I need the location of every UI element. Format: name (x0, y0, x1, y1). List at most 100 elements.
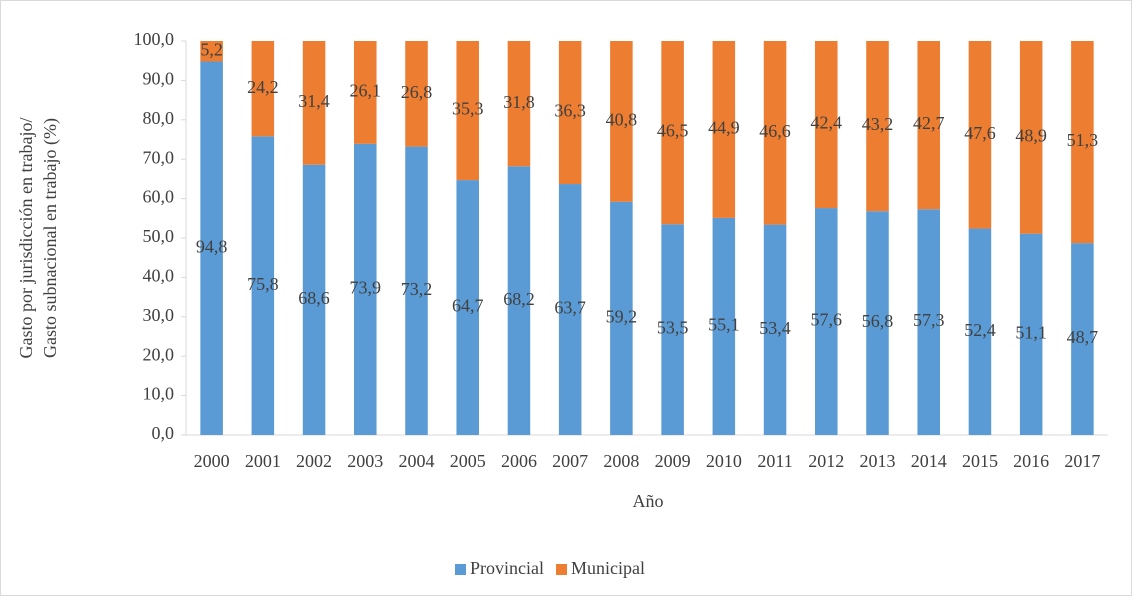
bar-segment (302, 41, 326, 165)
data-label: 26,8 (401, 82, 433, 102)
x-axis-label: Año (633, 491, 664, 511)
y-tick-label: 90,0 (143, 69, 175, 89)
x-tick-label: 2003 (347, 451, 383, 471)
x-tick-label: 2014 (911, 451, 947, 471)
data-label: 42,7 (913, 113, 945, 133)
y-tick-label: 80,0 (143, 108, 175, 128)
data-label: 73,9 (350, 278, 382, 298)
data-label: 59,2 (606, 307, 638, 327)
y-tick-label: 100,0 (134, 29, 175, 49)
y-tick-label: 20,0 (143, 344, 175, 364)
bar-segment (507, 41, 531, 167)
data-label: 43,2 (862, 114, 894, 134)
data-label: 75,8 (247, 274, 279, 294)
data-label: 26,1 (350, 81, 382, 101)
bar-segment (251, 136, 275, 435)
x-tick-label: 2010 (706, 451, 742, 471)
x-tick-label: 2007 (552, 451, 588, 471)
bar-segment (763, 41, 787, 225)
bar-segment (405, 41, 428, 147)
bar-segment (200, 41, 223, 62)
data-label: 31,4 (298, 91, 330, 111)
bar-segment (1071, 41, 1094, 244)
bar-segment (507, 166, 531, 436)
data-label: 51,1 (1015, 322, 1047, 342)
bar-segment (661, 224, 684, 435)
y-tick-label: 40,0 (143, 266, 175, 286)
bar-segment (610, 201, 633, 435)
data-label: 57,6 (811, 310, 843, 330)
y-tick-label: 60,0 (143, 187, 175, 207)
bar-segment (1071, 243, 1094, 435)
y-axis-label: Gasto subnacional en trabajo (%) (40, 118, 61, 358)
x-tick-label: 2009 (655, 451, 691, 471)
x-tick-label: 2017 (1064, 451, 1100, 471)
data-label: 35,3 (452, 99, 484, 119)
bar-segment (354, 41, 377, 144)
x-tick-label: 2002 (296, 451, 332, 471)
data-label: 51,3 (1067, 130, 1099, 150)
bar-segment (456, 180, 479, 435)
x-tick-label: 2011 (757, 451, 792, 471)
x-tick-label: 2012 (808, 451, 844, 471)
data-label: 68,6 (298, 288, 330, 308)
data-label: 52,4 (964, 320, 996, 340)
bar-segment (968, 41, 992, 229)
x-tick-label: 2006 (501, 451, 537, 471)
bar-segment (200, 61, 223, 435)
bar-segment (712, 41, 736, 218)
bar-segment (1019, 41, 1043, 234)
data-label: 47,6 (964, 123, 996, 143)
data-label: 46,6 (759, 121, 791, 141)
data-label: 44,9 (708, 118, 740, 138)
data-label: 53,5 (657, 318, 689, 338)
data-label: 57,3 (913, 310, 945, 330)
bar-segment (866, 211, 889, 435)
data-label: 56,8 (862, 311, 894, 331)
x-tick-label: 2000 (194, 451, 230, 471)
x-tick-label: 2013 (860, 451, 896, 471)
bar-segment (763, 224, 787, 435)
x-tick-label: 2005 (450, 451, 486, 471)
x-tick-label: 2008 (603, 451, 639, 471)
bar-segment (917, 209, 940, 435)
data-label: 94,8 (196, 236, 228, 256)
data-label: 48,7 (1067, 327, 1099, 347)
legend-swatch (556, 564, 567, 575)
bar-segment (815, 41, 838, 209)
bar-segment (302, 164, 326, 435)
y-tick-label: 0,0 (152, 423, 175, 443)
data-label: 53,4 (759, 318, 791, 338)
data-label: 24,2 (247, 77, 279, 97)
y-tick-label: 50,0 (143, 226, 175, 246)
y-axis-label: Gasto por jurisdicción en trabajo/ (16, 118, 36, 359)
bar-segment (712, 217, 736, 435)
data-label: 42,4 (811, 113, 843, 133)
bar-segment (558, 184, 582, 435)
bar-segment (251, 41, 275, 137)
bar-segment (866, 41, 889, 212)
x-tick-label: 2004 (399, 451, 435, 471)
y-tick-label: 70,0 (143, 147, 175, 167)
bar-segment (354, 143, 377, 436)
data-label: 64,7 (452, 296, 484, 316)
bar-segment (456, 41, 479, 181)
bar-segment (405, 146, 428, 436)
data-label: 63,7 (554, 298, 586, 318)
bar-segment (917, 41, 940, 210)
bar-segment (968, 228, 992, 435)
data-label: 36,3 (554, 101, 586, 121)
bar-segment (661, 41, 684, 225)
data-label: 55,1 (708, 315, 740, 335)
x-tick-label: 2001 (245, 451, 281, 471)
data-label: 40,8 (606, 110, 638, 130)
bar-segment (815, 208, 838, 435)
data-label: 68,2 (503, 289, 535, 309)
data-label: 48,9 (1015, 125, 1047, 145)
legend-label: Provincial (470, 558, 544, 578)
data-label: 46,5 (657, 121, 689, 141)
y-tick-label: 30,0 (143, 305, 175, 325)
bar-segment (610, 41, 633, 202)
legend-swatch (455, 564, 466, 575)
